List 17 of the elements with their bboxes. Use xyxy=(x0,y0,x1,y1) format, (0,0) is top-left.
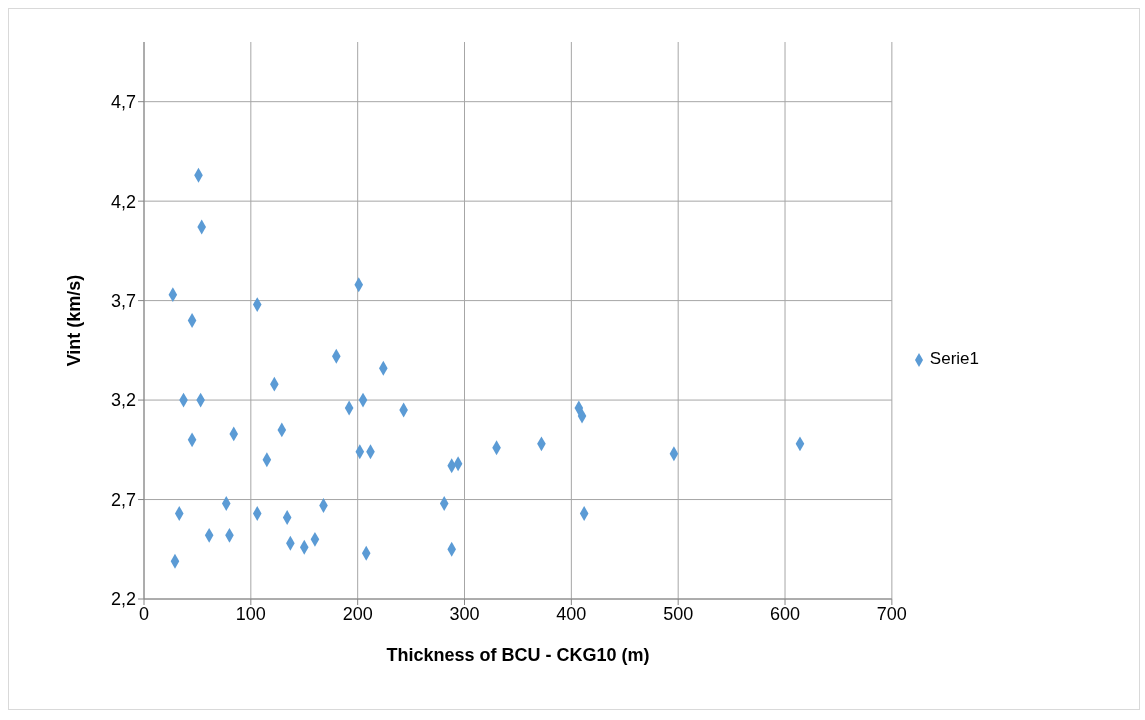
y-tick-label: 3,7 xyxy=(110,291,136,311)
y-tick-label: 4,2 xyxy=(110,191,136,212)
x-tick-label: 400 xyxy=(556,603,587,624)
x-tick-label: 300 xyxy=(449,603,480,624)
x-tick-label: 700 xyxy=(876,603,907,624)
y-tick-label: 4,7 xyxy=(110,92,136,113)
legend-label: Serie1 xyxy=(929,349,979,368)
x-tick-label: 0 xyxy=(138,603,150,624)
y-axis-title: Vint (km/s) xyxy=(64,274,85,367)
x-axis-title: Thickness of BCU - CKG10 (m) xyxy=(386,645,650,665)
x-tick-label: 600 xyxy=(770,603,801,624)
y-tick-label: 2,7 xyxy=(110,489,136,510)
x-tick-label: 200 xyxy=(342,603,373,624)
x-tick-label: 500 xyxy=(663,603,694,624)
y-tick-label: 2,2 xyxy=(110,589,136,610)
x-tick-label: 100 xyxy=(235,603,266,624)
y-tick-label: 3,2 xyxy=(110,390,136,411)
